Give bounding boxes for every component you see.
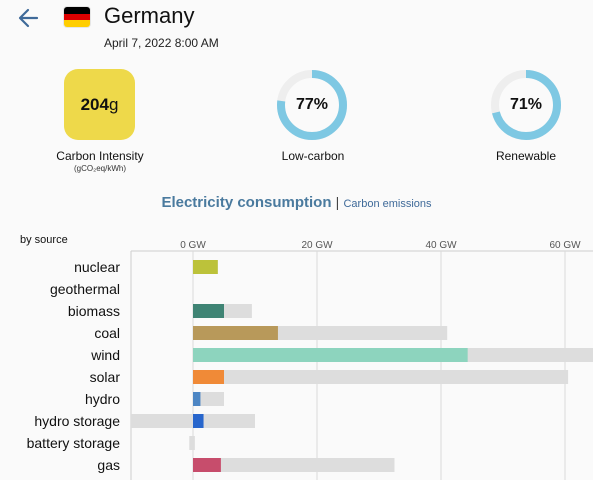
renewable-ring (491, 70, 561, 140)
production-bar (193, 370, 224, 384)
carbon-intensity-badge: 204 g (64, 69, 135, 140)
category-label: biomass (68, 303, 120, 319)
category-label: gas (97, 457, 120, 473)
arrow-left-icon (18, 8, 39, 28)
category-label: hydro (85, 391, 120, 407)
carbon-intensity-value: 204 (80, 94, 109, 114)
low-carbon-ring (277, 70, 347, 140)
datetime-label: April 7, 2022 8:00 AM (104, 36, 219, 50)
capacity-bar (193, 458, 395, 472)
production-bar (193, 458, 221, 472)
category-label: wind (90, 347, 120, 363)
capacity-bar (193, 370, 569, 384)
category-label: coal (94, 325, 120, 341)
consumption-bar-chart: 0 GW 20 GW 40 GW 60 GW nuclear geothermal biom… (27, 240, 593, 480)
carbon-intensity-unit: g (108, 94, 119, 114)
category-label: battery storage (27, 435, 121, 451)
category-label: solar (90, 369, 121, 385)
back-button[interactable] (16, 6, 42, 30)
category-label: geothermal (50, 281, 120, 297)
chart-mode-tabs: Electricity consumption | Carbon emissio… (0, 194, 593, 211)
tab-electricity-consumption[interactable]: Electricity consumption (161, 194, 332, 211)
renewable-label: Renewable (495, 149, 557, 163)
capacity-bar (193, 392, 224, 406)
category-label: nuclear (74, 259, 120, 275)
tab-carbon-emissions[interactable]: Carbon emissions (343, 198, 432, 210)
production-bar (193, 414, 204, 428)
category-label: hydro storage (34, 413, 120, 429)
country-title: Germany (104, 3, 195, 28)
production-bar (193, 392, 201, 406)
tab-separator: | (335, 194, 340, 210)
production-bar (193, 260, 218, 274)
low-carbon-value: 77% (295, 96, 329, 113)
x-tick-label: 40 GW (425, 240, 457, 251)
renewable-value: 71% (509, 96, 543, 113)
by-source-label: by source (20, 234, 68, 246)
x-tick-label: 0 GW (180, 240, 206, 251)
germany-flag-icon (64, 7, 90, 27)
carbon-intensity-sublabel: (gCO₂eq/kWh) (73, 164, 126, 173)
x-tick-label: 20 GW (301, 240, 333, 251)
carbon-intensity-label: Carbon Intensity (56, 149, 144, 163)
production-bar (193, 304, 224, 318)
low-carbon-label: Low-carbon (281, 149, 345, 163)
production-bar (193, 326, 278, 340)
production-bar (193, 348, 468, 362)
x-tick-label: 60 GW (549, 240, 581, 251)
capacity-bar (189, 436, 195, 450)
